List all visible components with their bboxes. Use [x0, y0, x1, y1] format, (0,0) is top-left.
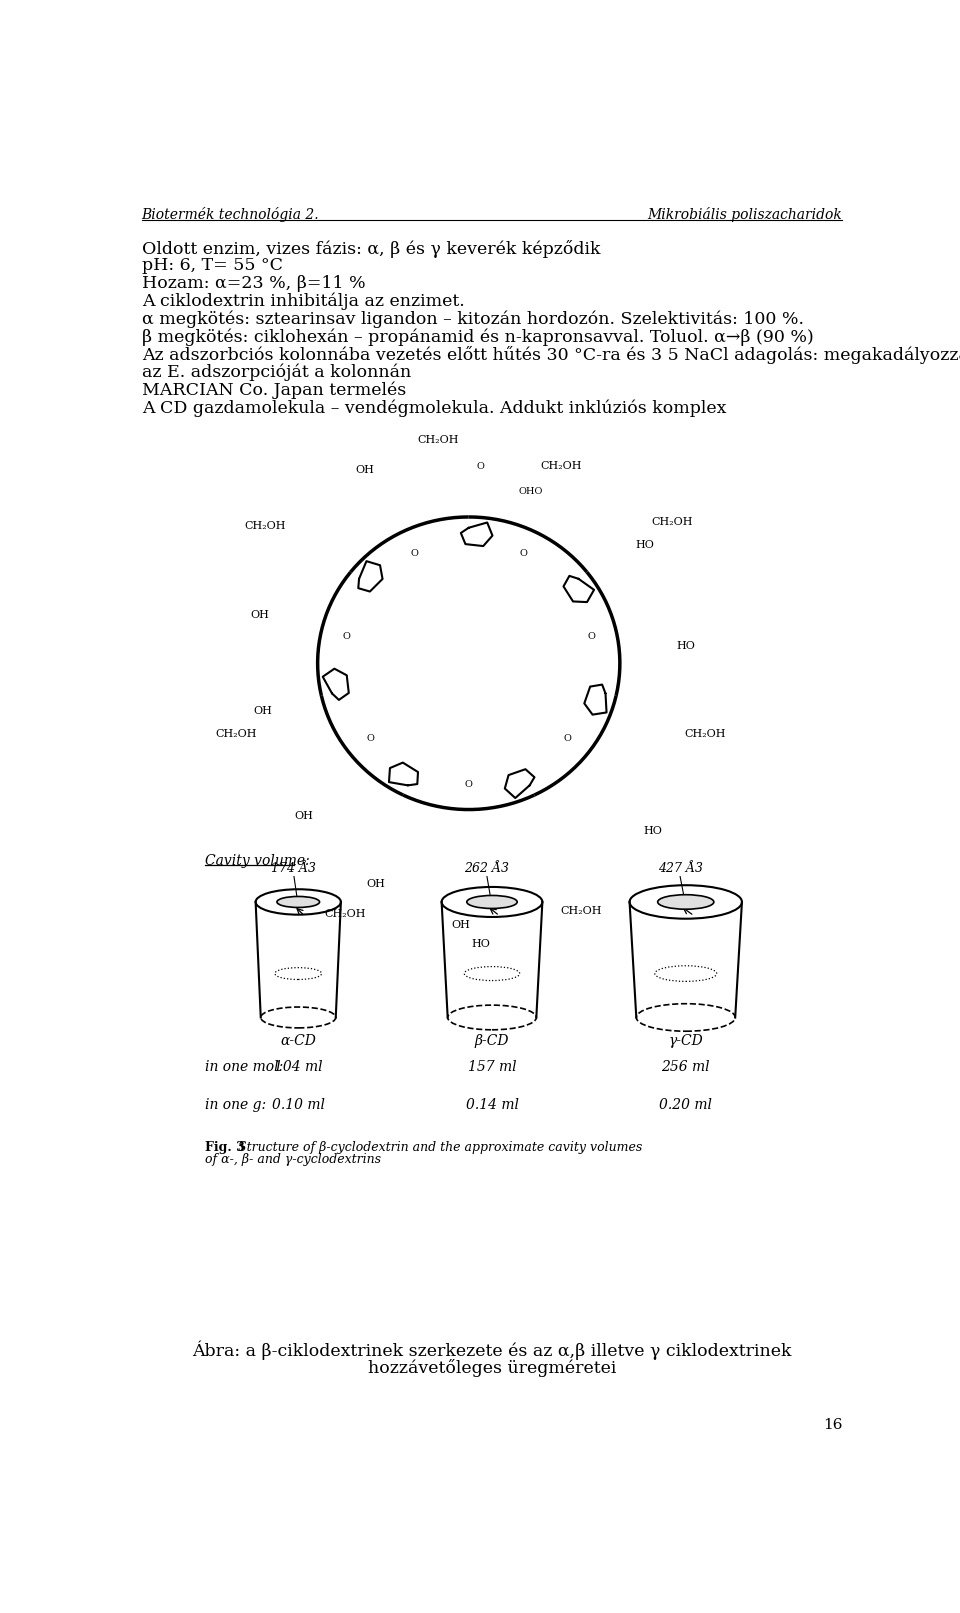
Text: 104 ml: 104 ml — [274, 1060, 323, 1074]
Text: CH₂OH: CH₂OH — [560, 905, 602, 916]
Text: O: O — [519, 550, 527, 558]
Text: 427 Å3: 427 Å3 — [658, 861, 703, 874]
Text: HO: HO — [471, 939, 490, 950]
Text: A CD gazdamolekula – vendégmolekula. Addukt inklúziós komplex: A CD gazdamolekula – vendégmolekula. Add… — [142, 398, 726, 416]
Text: az E. adszorpcióját a kolonnán: az E. adszorpcióját a kolonnán — [142, 363, 411, 381]
Text: O: O — [410, 550, 419, 558]
Text: A ciklodextrin inhibitálja az enzimet.: A ciklodextrin inhibitálja az enzimet. — [142, 294, 465, 310]
Text: Fig. 3: Fig. 3 — [205, 1140, 245, 1153]
Text: α-CD: α-CD — [280, 1034, 316, 1048]
Text: CH₂OH: CH₂OH — [684, 729, 726, 739]
Text: O: O — [465, 781, 472, 789]
Ellipse shape — [658, 895, 714, 910]
Text: O: O — [476, 463, 484, 471]
Text: Structure of β-cyclodextrin and the approximate cavity volumes: Structure of β-cyclodextrin and the appr… — [238, 1140, 642, 1153]
Text: OHO: OHO — [518, 487, 542, 495]
Text: in one g:: in one g: — [205, 1098, 266, 1113]
Text: Oldott enzim, vizes fázis: α, β és γ keverék képződik: Oldott enzim, vizes fázis: α, β és γ kev… — [142, 240, 600, 258]
Text: Hozam: α=23 %, β=11 %: Hozam: α=23 %, β=11 % — [142, 276, 366, 292]
Text: CH₂OH: CH₂OH — [324, 910, 366, 919]
Text: Cavity volume:: Cavity volume: — [205, 855, 310, 868]
Text: 262 Å3: 262 Å3 — [465, 861, 510, 874]
Text: OH: OH — [451, 919, 470, 931]
Text: Biotermék technológia 2.: Biotermék technológia 2. — [142, 208, 320, 223]
Ellipse shape — [276, 897, 320, 908]
Text: HO: HO — [677, 640, 695, 652]
Text: 157 ml: 157 ml — [468, 1060, 516, 1074]
Text: OH: OH — [295, 811, 314, 821]
Text: OH: OH — [355, 465, 373, 474]
Text: O: O — [343, 632, 350, 640]
Text: in one mol:: in one mol: — [205, 1060, 283, 1074]
Text: 174 Å3: 174 Å3 — [272, 861, 317, 874]
Text: CH₂OH: CH₂OH — [417, 436, 459, 445]
Text: CH₂OH: CH₂OH — [652, 518, 693, 527]
Text: 0.14 ml: 0.14 ml — [466, 1098, 518, 1113]
Text: OH: OH — [250, 610, 269, 621]
Text: hozzávetőleges üregméretei: hozzávetőleges üregméretei — [368, 1360, 616, 1378]
Ellipse shape — [467, 895, 517, 908]
Text: HO: HO — [636, 540, 655, 550]
Text: α megkötés: sztearinsav ligandon – kitozán hordozón. Szelektivitás: 100 %.: α megkötés: sztearinsav ligandon – kitoz… — [142, 311, 804, 327]
Text: OH: OH — [253, 706, 273, 716]
Text: β megkötés: ciklohexán – propánamid és n-kapronsavval. Toluol. α→β (90 %): β megkötés: ciklohexán – propánamid és n… — [142, 329, 813, 345]
Text: O: O — [367, 734, 374, 744]
Text: γ-CD: γ-CD — [668, 1034, 703, 1048]
Text: 0.20 ml: 0.20 ml — [660, 1098, 712, 1113]
Text: 256 ml: 256 ml — [661, 1060, 710, 1074]
Text: 0.10 ml: 0.10 ml — [272, 1098, 324, 1113]
Text: 16: 16 — [823, 1418, 842, 1432]
Text: pH: 6, T= 55 °C: pH: 6, T= 55 °C — [142, 258, 282, 274]
Text: O: O — [564, 734, 571, 744]
Text: β-CD: β-CD — [475, 1034, 509, 1048]
Text: OH: OH — [367, 879, 386, 889]
Text: Az adszorbciós kolonnába vezetés előtt hűtés 30 °C-ra és 3 5 NaCl adagolás: mega: Az adszorbciós kolonnába vezetés előtt h… — [142, 347, 960, 365]
Text: HO: HO — [643, 826, 662, 837]
Text: CH₂OH: CH₂OH — [245, 521, 286, 531]
Text: CH₂OH: CH₂OH — [540, 461, 582, 471]
Text: of α-, β- and γ-cyclodextrins: of α-, β- and γ-cyclodextrins — [205, 1153, 381, 1166]
Text: MARCIAN Co. Japan termelés: MARCIAN Co. Japan termelés — [142, 381, 406, 398]
Text: O: O — [588, 632, 595, 640]
Text: Ábra: a β-ciklodextrinek szerkezete és az α,β illetve γ ciklodextrinek: Ábra: a β-ciklodextrinek szerkezete és a… — [192, 1340, 792, 1360]
Text: CH₂OH: CH₂OH — [215, 729, 257, 739]
Text: Mikrobiális poliszacharidok: Mikrobiális poliszacharidok — [648, 208, 842, 223]
